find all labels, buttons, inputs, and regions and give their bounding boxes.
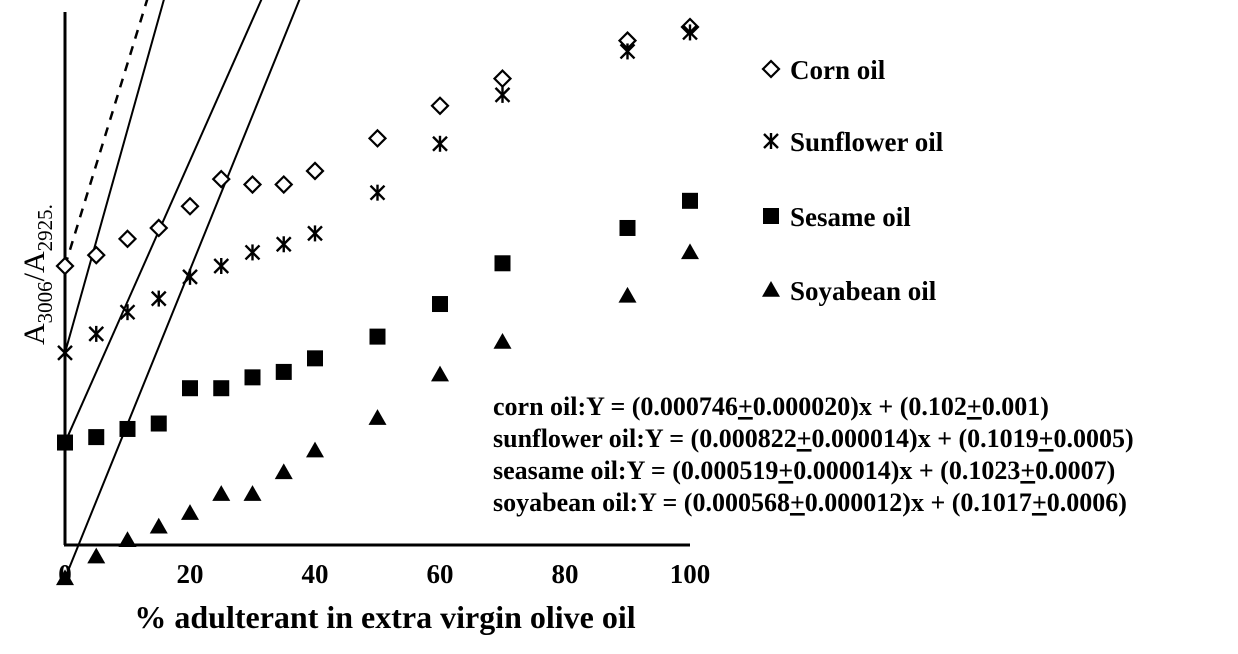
data-point	[242, 174, 263, 195]
data-point	[492, 69, 513, 89]
data-point	[275, 236, 292, 253]
legend-marker	[763, 133, 779, 149]
y-axis-label: A3006/A2925.	[18, 204, 57, 345]
data-point	[619, 43, 636, 60]
x-axis-label: % adulterant in extra virgin olive oil	[134, 599, 635, 635]
data-point	[149, 517, 168, 534]
data-point	[368, 409, 387, 425]
data-point	[180, 196, 200, 216]
data-point	[494, 255, 511, 272]
data-point	[432, 135, 448, 152]
equation-line: corn oil:Y = (0.000746+0.000020)x + (0.1…	[493, 392, 1049, 421]
data-point	[619, 219, 636, 236]
data-point	[88, 429, 105, 446]
data-point	[118, 531, 137, 548]
data-point	[275, 363, 292, 380]
data-point	[87, 547, 106, 564]
data-point	[88, 325, 105, 342]
data-point	[150, 290, 167, 307]
data-point	[493, 333, 512, 349]
data-point	[86, 245, 106, 265]
fit-line	[64, 0, 301, 579]
data-point	[307, 350, 323, 367]
data-point	[367, 128, 388, 148]
data-point	[213, 258, 230, 274]
legend: Corn oil Sunflower oil Sesame oil Soyabean …	[761, 55, 944, 306]
data-point	[244, 244, 261, 261]
data-point	[494, 86, 511, 103]
legend-marker	[763, 208, 779, 224]
data-point	[149, 218, 169, 238]
data-point	[682, 192, 698, 209]
data-point	[618, 286, 637, 303]
data-point	[305, 161, 325, 181]
data-point	[431, 365, 449, 382]
data-point	[182, 268, 198, 285]
data-point	[306, 441, 324, 458]
data-point	[244, 369, 261, 386]
data-point	[57, 434, 73, 451]
data-point	[243, 485, 262, 501]
legend-label: Corn oil	[790, 55, 886, 85]
data-point	[181, 504, 199, 520]
data-point	[682, 24, 698, 41]
regression-equations: corn oil:Y = (0.000746+0.000020)x + (0.1…	[493, 392, 1134, 517]
data-point	[57, 344, 73, 361]
equation-line: soyabean oil:Y = (0.000568+0.000012)x + …	[493, 488, 1127, 517]
data-point	[182, 380, 198, 397]
x-tick-label: 60	[427, 559, 454, 589]
data-point	[213, 380, 230, 397]
data-point	[681, 243, 699, 260]
x-tick-label: 100	[670, 559, 711, 589]
equation-line: sunflower oil:Y = (0.000822+0.000014)x +…	[493, 424, 1134, 453]
fit-line	[64, 0, 263, 443]
data-point	[307, 225, 323, 242]
data-point	[432, 296, 448, 313]
data-point	[274, 174, 294, 195]
data-point	[430, 96, 450, 116]
data-point	[117, 229, 138, 249]
legend-label: Sesame oil	[790, 202, 911, 232]
x-tick-label: 40	[302, 559, 329, 589]
data-point	[212, 485, 231, 501]
legend-marker	[761, 59, 781, 79]
data-point	[369, 328, 386, 345]
data-point	[150, 415, 167, 432]
legend-label: Soyabean oil	[790, 276, 937, 306]
data-point	[369, 184, 386, 201]
data-point	[56, 569, 74, 586]
data-point	[211, 169, 231, 189]
data-point	[55, 256, 75, 276]
x-tick-label: 20	[177, 559, 204, 589]
data-point	[274, 463, 293, 480]
legend-marker	[762, 281, 780, 297]
x-tick-label: 80	[552, 559, 579, 589]
equation-line: seasame oil:Y = (0.000519+0.000014)x + (…	[493, 456, 1115, 485]
legend-label: Sunflower oil	[790, 127, 944, 157]
data-point	[119, 420, 136, 437]
x-tick-label: 0	[58, 559, 72, 589]
data-point	[119, 304, 136, 321]
